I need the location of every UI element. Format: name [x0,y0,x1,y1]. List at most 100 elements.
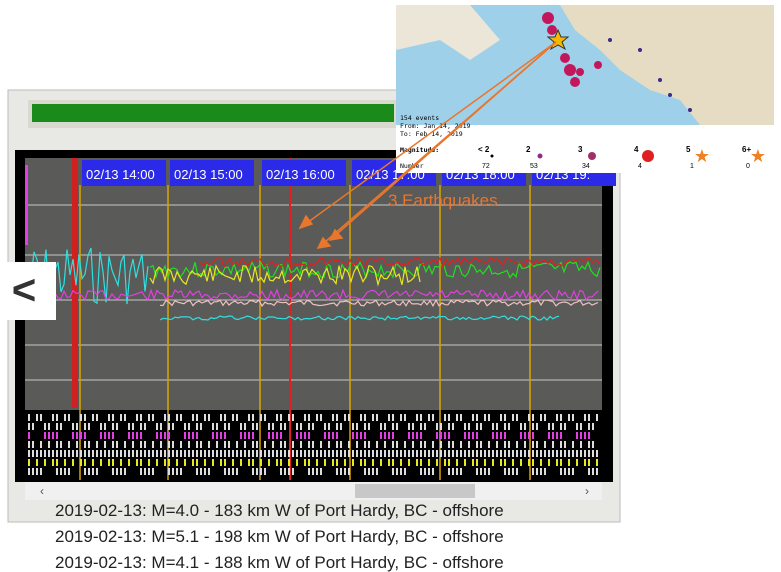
strip-tick [444,414,446,421]
strip-tick [224,423,226,430]
strip-tick [576,450,578,457]
strip-tick [536,450,538,457]
strip-tick [488,468,490,475]
strip-tick [548,432,550,439]
strip-tick [596,468,598,475]
strip-tick [504,468,506,475]
strip-tick [184,432,186,439]
strip-tick [148,450,150,457]
strip-tick [184,450,186,457]
strip-tick [164,432,166,439]
strip-tick [292,468,294,475]
strip-tick [232,450,234,457]
strip-tick [256,450,258,457]
strip-tick [292,450,294,457]
strip-tick [392,432,394,439]
strip-tick [260,468,262,475]
strip-tick [120,468,122,475]
strip-tick [64,468,66,475]
count: 53 [530,163,538,170]
strip-tick [140,468,142,475]
strip-tick [272,450,274,457]
nav-button-label[interactable]: < [12,266,37,313]
strip-tick [440,432,442,439]
event-line: 2019-02-13: M=5.1 - 198 km W of Port Har… [55,527,504,546]
strip-tick [316,414,318,421]
strip-tick [480,441,482,448]
strip-tick [364,432,366,439]
strip-tick [420,459,422,466]
strip-tick [416,450,418,457]
strip-tick [420,450,422,457]
strip-tick [148,414,150,421]
strip-tick [252,441,254,448]
strip-tick [524,450,526,457]
strip-tick [48,432,50,439]
time-label: 02/13 14:00 [86,167,155,182]
strip-tick [336,468,338,475]
strip-tick [592,423,594,430]
strip-tick [52,414,54,421]
scroll-thumb[interactable] [355,484,475,498]
strip-tick [376,414,378,421]
strip-tick [180,450,182,457]
strip-tick [412,441,414,448]
strip-tick [324,423,326,430]
strip-tick [192,459,194,466]
strip-tick [528,450,530,457]
strip-tick [120,450,122,457]
strip-tick [372,459,374,466]
strip-tick [60,468,62,475]
strip-tick [32,450,34,457]
strip-tick [76,432,78,439]
strip-tick [168,459,170,466]
strip-tick [576,459,578,466]
strip-tick [588,459,590,466]
strip-tick [184,459,186,466]
strip-tick [176,414,178,421]
time-label: 02/13 15:00 [174,167,243,182]
strip-tick [548,423,550,430]
strip-tick [384,432,386,439]
strip-tick [372,468,374,475]
strip-tick [308,441,310,448]
strip-tick [112,450,114,457]
magnitude-symbol [538,154,543,159]
strip-tick [396,441,398,448]
strip-tick [416,432,418,439]
strip-tick [452,468,454,475]
strip-tick [508,441,510,448]
scrollbar[interactable] [25,482,602,500]
strip-tick [500,459,502,466]
strip-tick [136,432,138,439]
strip-tick [472,450,474,457]
strip-tick [404,468,406,475]
strip-tick [108,414,110,421]
strip-tick [364,423,366,430]
strip-tick [152,468,154,475]
strip-tick [428,459,430,466]
strip-tick [112,459,114,466]
strip-tick [52,432,54,439]
strip-tick [64,450,66,457]
time-label: 02/13 16:00 [266,167,335,182]
strip-tick [284,450,286,457]
strip-tick [368,441,370,448]
strip-tick [300,423,302,430]
strip-tick [504,459,506,466]
strip-tick [160,450,162,457]
strip-tick [116,441,118,448]
scroll-right[interactable]: › [585,484,589,498]
strip-tick [228,441,230,448]
strip-tick [508,423,510,430]
strip-tick [436,459,438,466]
strip-tick [256,423,258,430]
strip-tick [40,450,42,457]
strip-tick [420,468,422,475]
scroll-left[interactable]: ‹ [40,484,44,498]
strip-tick [220,414,222,421]
strip-tick [56,423,58,430]
strip-tick [468,432,470,439]
strip-tick [256,441,258,448]
strip-tick [240,459,242,466]
